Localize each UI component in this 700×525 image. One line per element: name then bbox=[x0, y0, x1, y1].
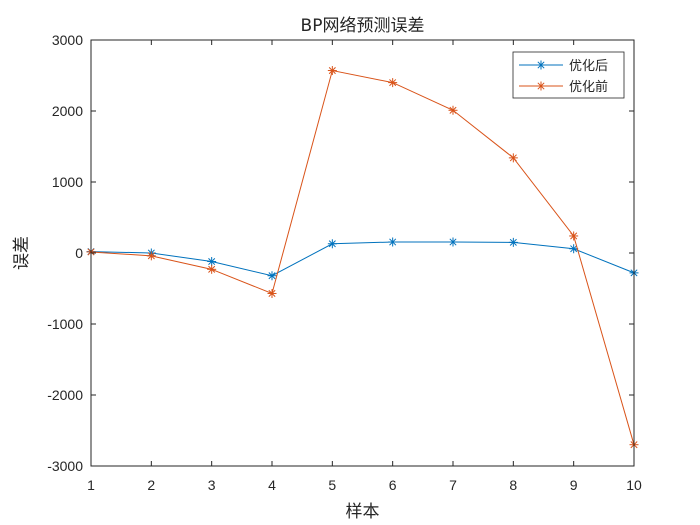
data-point-marker bbox=[207, 257, 217, 267]
data-point-marker bbox=[388, 237, 398, 247]
data-point-marker bbox=[448, 237, 458, 247]
x-tick-label: 2 bbox=[147, 477, 155, 493]
x-tick-label: 9 bbox=[570, 477, 578, 493]
data-point-marker bbox=[327, 66, 337, 76]
y-axis-label: 误差 bbox=[12, 236, 32, 270]
y-tick-label: -1000 bbox=[47, 316, 83, 332]
plot-area bbox=[91, 40, 634, 466]
x-tick-label: 10 bbox=[626, 477, 642, 493]
data-point-marker bbox=[267, 271, 277, 281]
x-tick-label: 3 bbox=[208, 477, 216, 493]
y-tick-label: 3000 bbox=[52, 32, 83, 48]
legend-label-optimized-after: 优化后 bbox=[569, 59, 608, 74]
x-axis-label: 样本 bbox=[346, 502, 380, 522]
legend-star-icon bbox=[536, 60, 546, 70]
y-tick-label: 0 bbox=[75, 245, 83, 261]
data-point-marker bbox=[508, 153, 518, 163]
x-tick-label: 4 bbox=[268, 477, 276, 493]
legend-marker-optimized-before bbox=[536, 81, 546, 91]
chart-title: BP网络预测误差 bbox=[301, 16, 425, 36]
legend-box bbox=[512, 51, 625, 99]
data-point-marker bbox=[388, 78, 398, 88]
data-point-marker bbox=[448, 105, 458, 115]
x-tick-label: 5 bbox=[328, 477, 336, 493]
x-tick-label: 8 bbox=[509, 477, 517, 493]
x-tick-label: 7 bbox=[449, 477, 457, 493]
legend: 优化后 优化前 bbox=[512, 51, 625, 99]
data-point-marker bbox=[508, 237, 518, 247]
data-point-marker bbox=[327, 239, 337, 249]
y-tick-label: 2000 bbox=[52, 103, 83, 119]
legend-item-optimized-after: 优化后 bbox=[519, 59, 608, 74]
legend-marker-optimized-after bbox=[536, 60, 546, 70]
data-point-marker bbox=[207, 264, 217, 274]
y-tick-label: 1000 bbox=[52, 174, 83, 190]
data-point-marker bbox=[267, 288, 277, 298]
x-tick-label: 6 bbox=[389, 477, 397, 493]
y-tick-label: -3000 bbox=[47, 458, 83, 474]
y-tick-label: -2000 bbox=[47, 387, 83, 403]
data-point-marker bbox=[569, 231, 579, 241]
legend-star-icon bbox=[536, 81, 546, 91]
data-point-marker bbox=[146, 251, 156, 261]
data-point-marker bbox=[569, 244, 579, 254]
legend-label-optimized-before: 优化前 bbox=[569, 79, 608, 95]
ticks-layer: 1 2 3 4 5 6 7 8 9 10 -3000 -2000 -1000 0 1000 2000 3000 bbox=[47, 32, 642, 493]
series-line-0 bbox=[90, 241, 635, 277]
legend-item-optimized-before: 优化前 bbox=[519, 79, 608, 95]
series-line-1 bbox=[90, 69, 635, 445]
x-tick-label: 1 bbox=[87, 477, 95, 493]
